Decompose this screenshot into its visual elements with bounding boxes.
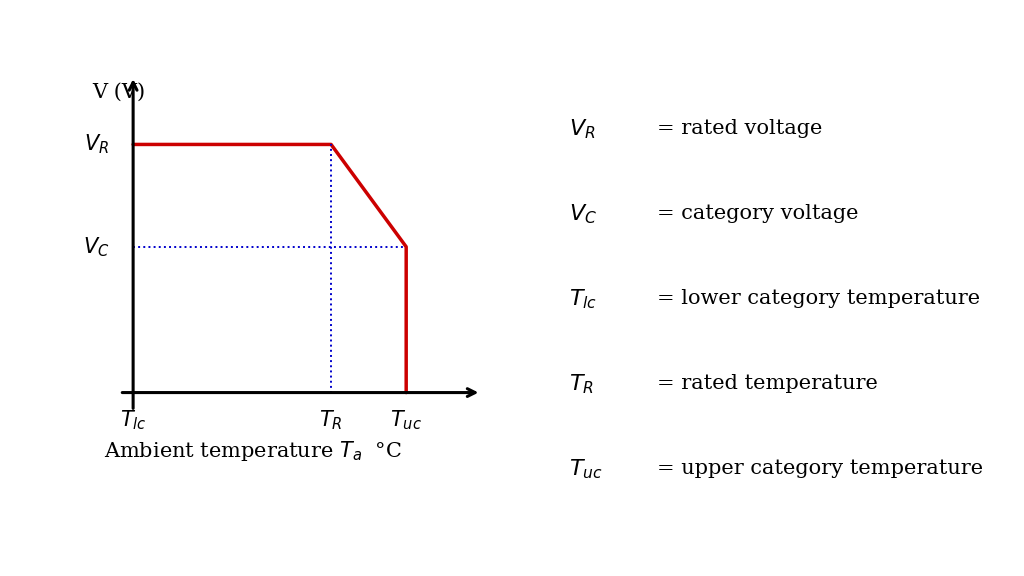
Text: = rated voltage: = rated voltage — [657, 119, 822, 138]
Text: = lower category temperature: = lower category temperature — [657, 289, 980, 308]
Text: $V_R$: $V_R$ — [84, 132, 110, 156]
Text: $T_{lc}$: $T_{lc}$ — [120, 408, 146, 431]
Text: $T_{uc}$: $T_{uc}$ — [569, 457, 603, 480]
Text: $T_R$: $T_R$ — [569, 372, 594, 396]
Text: $T_R$: $T_R$ — [319, 408, 343, 431]
Text: Ambient temperature $T_a$  °C: Ambient temperature $T_a$ °C — [103, 439, 401, 463]
Text: = category voltage: = category voltage — [657, 204, 858, 223]
Text: V (V): V (V) — [92, 82, 145, 101]
Text: $V_C$: $V_C$ — [569, 202, 597, 226]
FancyBboxPatch shape — [523, 37, 1002, 528]
Text: = rated temperature: = rated temperature — [657, 374, 878, 393]
Text: $T_{uc}$: $T_{uc}$ — [390, 408, 422, 431]
Text: = upper category temperature: = upper category temperature — [657, 459, 983, 478]
Text: $T_{lc}$: $T_{lc}$ — [569, 287, 598, 310]
Text: $V_C$: $V_C$ — [83, 235, 110, 259]
Text: $V_R$: $V_R$ — [569, 117, 596, 141]
